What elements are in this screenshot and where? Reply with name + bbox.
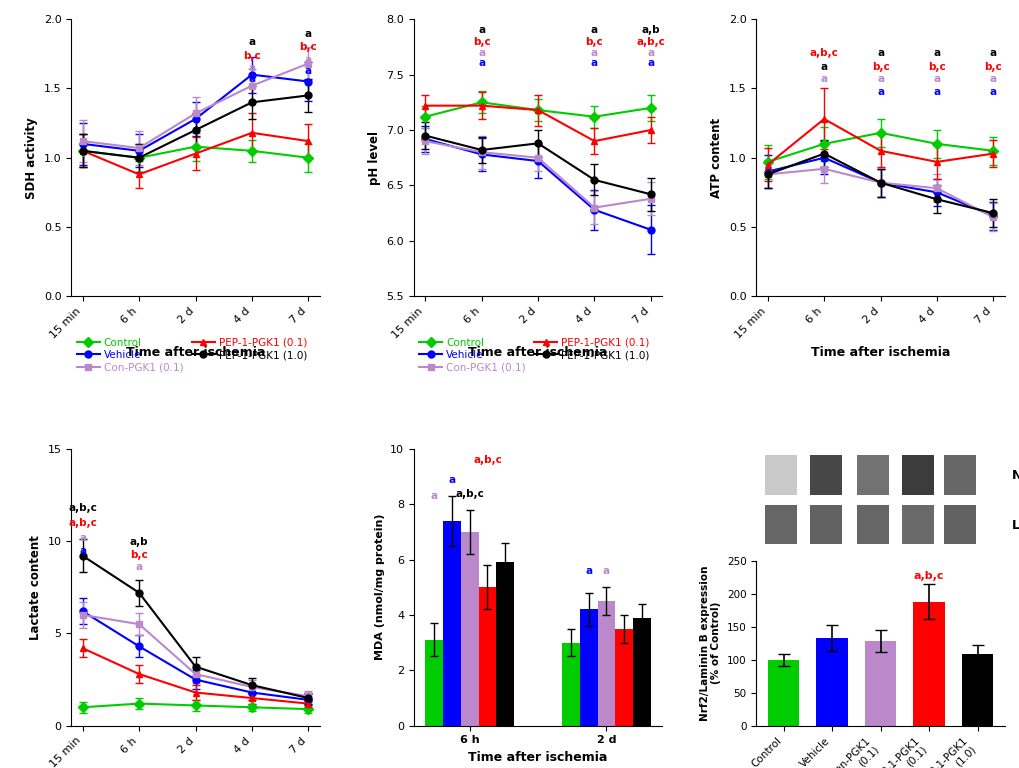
Text: a: a — [248, 74, 255, 84]
Text: a: a — [79, 533, 87, 543]
Text: a: a — [478, 48, 485, 58]
Bar — [764, 455, 797, 495]
Text: a: a — [932, 74, 940, 84]
Y-axis label: ATP content: ATP content — [710, 118, 722, 198]
Text: a,b: a,b — [129, 537, 148, 547]
Text: a: a — [478, 25, 485, 35]
Text: a: a — [136, 562, 143, 572]
Text: a,b,c: a,b,c — [68, 503, 97, 513]
Text: a: a — [988, 74, 996, 84]
Bar — [901, 505, 933, 544]
Y-axis label: SDH activity: SDH activity — [25, 117, 39, 199]
Text: a: a — [876, 48, 883, 58]
Text: a: a — [585, 566, 592, 576]
Bar — [809, 505, 842, 544]
Bar — [478, 588, 496, 726]
Y-axis label: pH level: pH level — [368, 131, 380, 185]
Text: a: a — [305, 66, 312, 76]
Text: a: a — [430, 492, 437, 502]
Text: a: a — [876, 87, 883, 97]
Text: b,c: b,c — [300, 42, 317, 52]
Text: a,b,c: a,b,c — [636, 37, 664, 47]
Text: a: a — [820, 62, 827, 72]
Text: a: a — [876, 74, 883, 84]
Bar — [767, 660, 799, 726]
Text: a,b,c: a,b,c — [68, 518, 97, 528]
Text: a,b: a,b — [641, 25, 659, 35]
Legend: Control, Vehicle, Con-PGK1 (0.1), PEP-1-PGK1 (0.1), PEP-1-PGK1 (1.0): Control, Vehicle, Con-PGK1 (0.1), PEP-1-… — [76, 337, 307, 372]
Text: b,c: b,c — [983, 62, 1002, 72]
Bar — [943, 455, 975, 495]
Bar — [856, 455, 889, 495]
Text: a: a — [590, 25, 597, 35]
Bar — [864, 641, 896, 726]
Bar — [461, 531, 478, 726]
X-axis label: Time after ischemia: Time after ischemia — [468, 346, 607, 359]
Legend: Control, Vehicle, Con-PGK1 (0.1), PEP-1-PGK1 (0.1), PEP-1-PGK1 (1.0): Control, Vehicle, Con-PGK1 (0.1), PEP-1-… — [419, 337, 649, 372]
Text: a,b,c: a,b,c — [454, 488, 484, 498]
Text: a: a — [820, 74, 827, 84]
Text: a: a — [248, 63, 255, 73]
Text: a: a — [602, 566, 609, 576]
Text: b,c: b,c — [927, 62, 945, 72]
Text: a: a — [248, 37, 255, 47]
Text: b,c: b,c — [243, 51, 261, 61]
Text: a: a — [478, 58, 485, 68]
Bar — [442, 521, 461, 726]
Bar — [579, 609, 597, 726]
Bar — [943, 505, 975, 544]
Bar — [633, 617, 650, 726]
Text: b,c: b,c — [585, 37, 603, 47]
Text: a: a — [590, 48, 597, 58]
Y-axis label: MDA (nmol/mg protein): MDA (nmol/mg protein) — [374, 514, 384, 660]
Text: b,c: b,c — [871, 62, 889, 72]
Bar — [764, 505, 797, 544]
Text: b,c: b,c — [472, 37, 490, 47]
Text: a,b,c: a,b,c — [809, 48, 838, 58]
Bar — [496, 562, 514, 726]
Text: a,b,c: a,b,c — [913, 571, 944, 581]
Bar — [425, 640, 442, 726]
Text: a: a — [79, 546, 87, 556]
Bar — [561, 643, 579, 726]
Text: a: a — [448, 475, 455, 485]
Bar — [856, 505, 889, 544]
Bar — [961, 654, 993, 726]
Bar — [809, 455, 842, 495]
X-axis label: Time after ischemia: Time after ischemia — [468, 751, 607, 764]
Bar — [901, 455, 933, 495]
Bar — [912, 601, 944, 726]
Bar — [815, 638, 847, 726]
X-axis label: Time after ischemia: Time after ischemia — [125, 346, 265, 359]
Y-axis label: Nrf2/Laminin B expression
(% of Control): Nrf2/Laminin B expression (% of Control) — [699, 565, 720, 721]
Text: a: a — [647, 48, 654, 58]
Text: a: a — [647, 58, 654, 68]
Text: Nrf2: Nrf2 — [1011, 468, 1019, 482]
Text: b,c: b,c — [130, 550, 148, 560]
X-axis label: Time after ischemia: Time after ischemia — [810, 346, 950, 359]
Text: a,b,c: a,b,c — [473, 455, 501, 465]
Text: a: a — [305, 28, 312, 38]
Bar — [597, 601, 614, 726]
Text: a: a — [305, 55, 312, 65]
Bar — [614, 629, 633, 726]
Text: a: a — [988, 48, 996, 58]
Text: a: a — [932, 48, 940, 58]
Y-axis label: Lactate content: Lactate content — [30, 535, 42, 640]
Text: a: a — [932, 87, 940, 97]
Text: Lamin B: Lamin B — [1011, 519, 1019, 532]
Text: a: a — [590, 58, 597, 68]
Text: a: a — [988, 87, 996, 97]
